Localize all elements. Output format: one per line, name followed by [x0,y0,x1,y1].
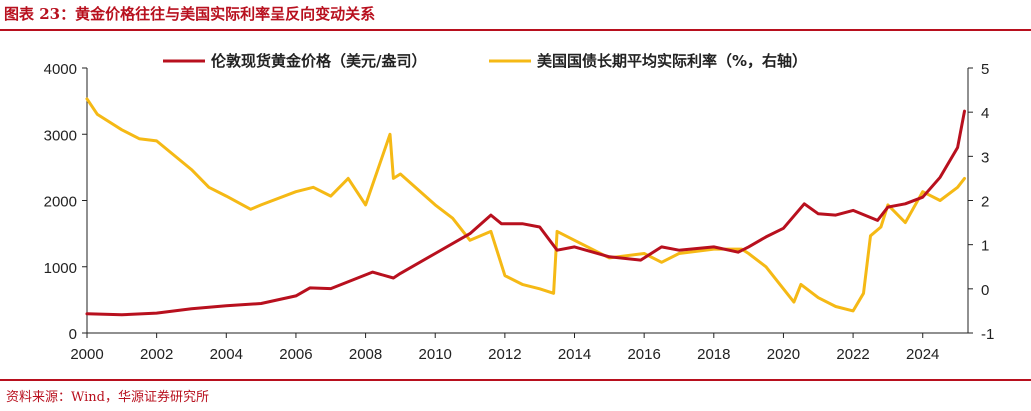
x-tick-label: 2006 [279,346,312,363]
right-y-tick-label: 4 [981,105,989,122]
x-tick-label: 2024 [906,346,939,363]
chart-svg: 2000 2002 2004 2006 2008 2010 2012 2014 2016 2018… [44,52,995,363]
footer-rule [0,379,1031,381]
x-tick-label: 2016 [627,346,660,363]
source-note: 资料来源：Wind，华源证券研究所 [6,390,209,405]
axis-ticks: 2000 2002 2004 2006 2008 2010 2012 2014 2016 2018… [44,61,995,363]
series-lines [85,97,966,317]
left-y-tick-label: 0 [69,326,77,343]
right-y-tick-label: 3 [981,149,989,166]
left-y-tick-label: 4000 [44,61,77,78]
gold-price-line [85,109,966,317]
left-y-tick-label: 3000 [44,127,77,144]
left-y-tick-label: 2000 [44,194,77,211]
right-y-tick-label: 5 [981,61,989,78]
x-tick-label: 2018 [697,346,730,363]
left-y-tick-label: 1000 [44,260,77,277]
x-tick-label: 2002 [140,346,173,363]
x-tick-label: 2004 [210,346,243,363]
legend-label-gold: 伦敦现货黄金价格（美元/盎司） [211,52,426,70]
right-y-tick-label: -1 [981,326,994,343]
title-rule [0,29,1031,31]
chart-legend: 伦敦现货黄金价格（美元/盎司） 美国国债长期平均实际利率（%，右轴） [163,52,807,70]
right-y-tick-label: 1 [981,238,989,255]
x-tick-label: 2000 [70,346,103,363]
legend-label-rate: 美国国债长期平均实际利率（%，右轴） [537,52,807,70]
figure-title: 图表 23：黄金价格往往与美国实际利率呈反向变动关系 [4,5,376,23]
x-tick-label: 2008 [349,346,382,363]
x-tick-label: 2020 [767,346,800,363]
x-tick-label: 2014 [558,346,591,363]
x-tick-label: 2012 [488,346,521,363]
right-y-tick-label: 2 [981,194,989,211]
right-y-tick-label: 0 [981,282,989,299]
x-tick-label: 2010 [419,346,452,363]
x-tick-label: 2022 [836,346,869,363]
real-rate-line [85,97,966,313]
